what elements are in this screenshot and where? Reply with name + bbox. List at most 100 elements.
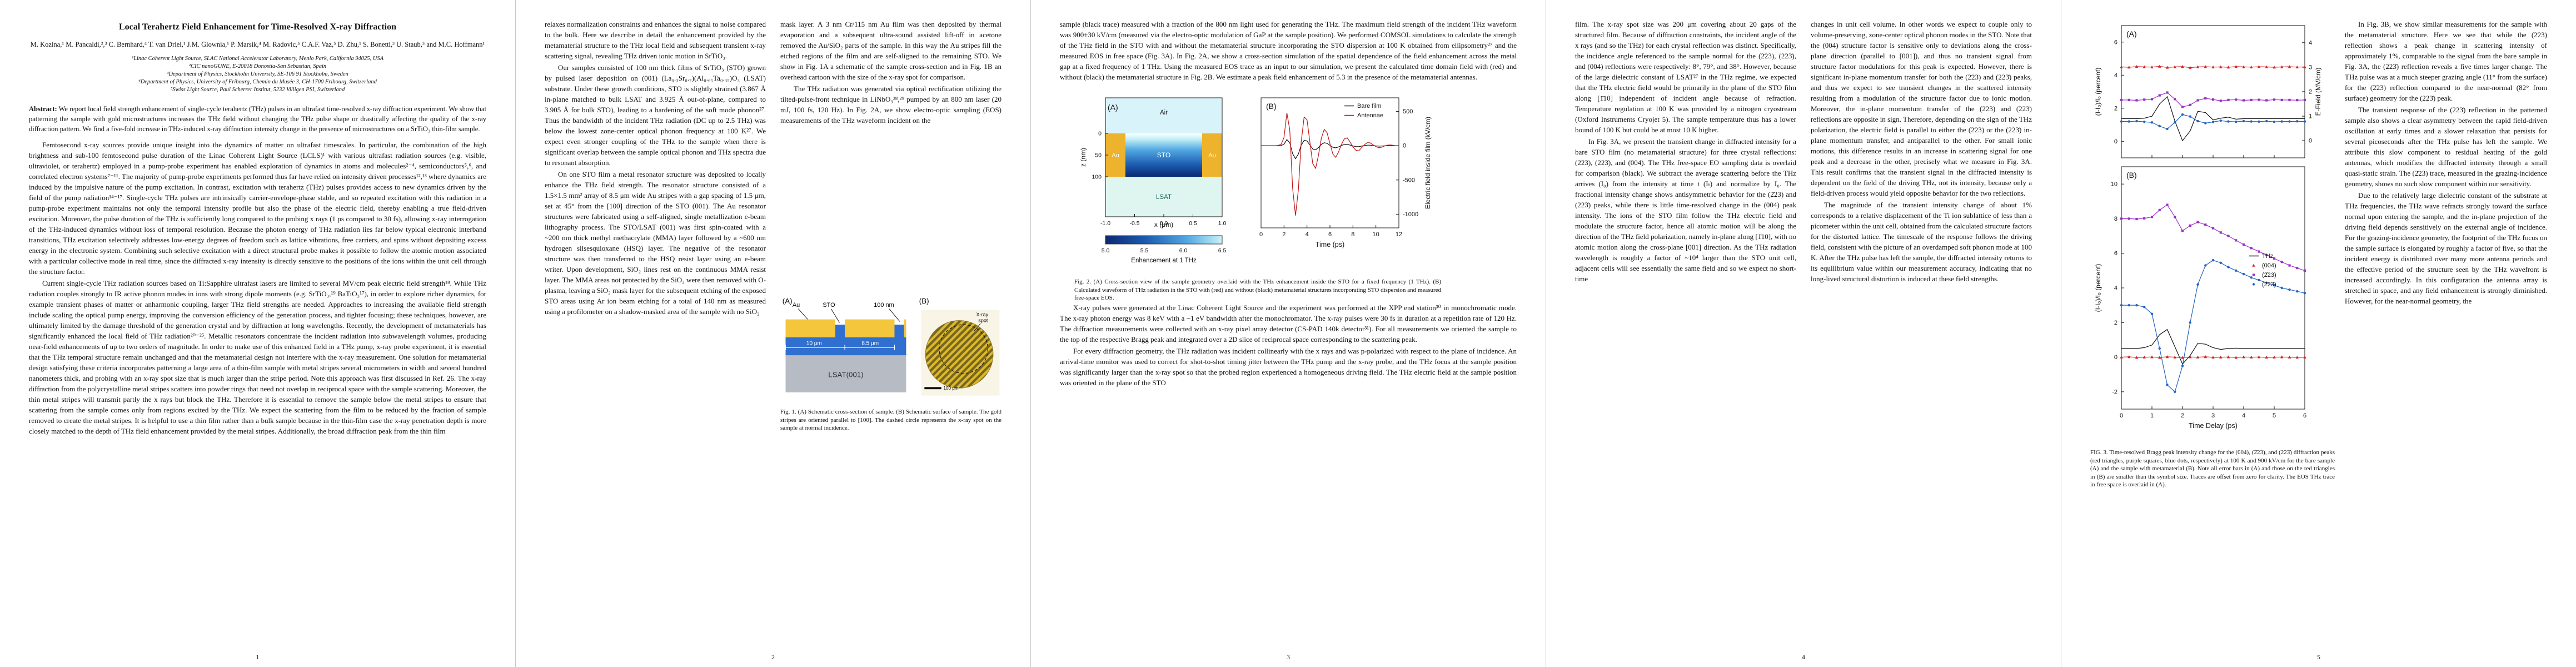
au-arrow — [798, 308, 808, 320]
data-point — [2127, 66, 2131, 69]
data-point — [2189, 224, 2191, 227]
data-point — [2166, 384, 2169, 386]
paragraph: X-ray pulses were generated at the Linac… — [1060, 303, 1517, 344]
lsat-label: LSAT — [1156, 194, 1172, 201]
x-tick-label: 0.0 — [1160, 220, 1168, 227]
figure-2: (A) Air Au Au STO LSAT 0 50 100 z (nm) -1.0 -0.5 0.0… — [1074, 90, 1517, 273]
y-tick-right-label: -1000 — [1403, 211, 1418, 218]
figure3-caption: FIG. 3. Time-resolved Bragg peak intensi… — [2090, 449, 2335, 488]
x-tick-label: 2 — [1282, 231, 1285, 238]
data-point — [2189, 355, 2192, 359]
y-tick-right-label: 500 — [1403, 108, 1413, 115]
colorbar-tick-label: 5.5 — [1140, 247, 1149, 254]
affiliation: ²CIC nanoGUNE, E-20018 Donostia-San Seba… — [188, 63, 327, 69]
data-point — [2150, 98, 2154, 101]
figure-3: 0 2 4 6 0 1 2 3 4 (I-I₀)/I₀ (percent) E-Field (MV/… — [2090, 19, 2335, 489]
page-number: 1 — [256, 653, 260, 661]
x-tick-label: 4 — [2242, 412, 2245, 419]
data-point — [2258, 250, 2260, 253]
data-point — [2303, 355, 2306, 359]
data-point — [2196, 120, 2199, 123]
data-point — [2196, 99, 2199, 102]
series-line — [2121, 96, 2305, 142]
y-tick-label: 100 — [1092, 174, 1102, 181]
data-point — [2158, 64, 2161, 68]
data-point — [2235, 120, 2238, 123]
data-point — [2242, 272, 2245, 276]
data-point — [2150, 312, 2154, 315]
panel-a-label: (A) — [783, 297, 793, 305]
data-point — [2252, 273, 2255, 276]
data-point — [2120, 98, 2123, 101]
data-point — [2181, 356, 2184, 359]
data-point — [2150, 121, 2154, 124]
data-point — [2227, 120, 2230, 123]
data-point — [2143, 98, 2146, 101]
data-point — [2174, 216, 2176, 218]
affiliation: ³Department of Physics, Stockholm Univer… — [167, 71, 348, 77]
y-tick-right-label: 0 — [2309, 138, 2312, 145]
paragraph: On one STO film a metal resonator struct… — [545, 170, 766, 316]
panel-label: (B) — [1266, 102, 1277, 111]
data-point — [2181, 113, 2184, 116]
data-point — [2150, 65, 2154, 68]
data-point — [2189, 66, 2192, 69]
data-point — [2127, 120, 2130, 123]
y-tick-label: 0 — [2114, 138, 2117, 145]
data-point — [2280, 261, 2283, 263]
data-point — [2181, 106, 2184, 108]
y-tick-label: 10 — [2111, 181, 2117, 188]
y-tick-label: 6 — [2114, 250, 2117, 257]
y-tick-right-label: -500 — [1403, 177, 1415, 183]
data-point — [2273, 257, 2276, 260]
data-point — [2219, 261, 2222, 265]
data-point — [2227, 235, 2230, 237]
data-point — [2120, 217, 2123, 220]
data-point — [2242, 120, 2245, 123]
data-point — [2265, 65, 2268, 68]
data-point — [2120, 65, 2123, 68]
paragraph: Current single-cycle THz radiation sourc… — [29, 279, 486, 435]
y-tick-right-label: 3 — [2309, 64, 2312, 71]
data-point — [2242, 243, 2245, 246]
y-tick-label: 2 — [2114, 320, 2117, 326]
y-tick-label: 4 — [2114, 285, 2117, 292]
data-point — [2204, 97, 2207, 99]
affiliation: ¹Linac Coherent Light Source, SLAC Natio… — [131, 56, 384, 62]
data-point — [2235, 239, 2238, 242]
xray-spot-label: spot — [978, 317, 988, 323]
data-point — [2250, 98, 2253, 101]
data-point — [2135, 99, 2138, 102]
data-point — [2242, 99, 2245, 102]
data-point — [2288, 65, 2291, 68]
data-point — [2280, 355, 2284, 359]
data-point — [2219, 119, 2222, 122]
data-point — [2158, 208, 2161, 211]
affiliation: ⁵Swiss Light Source, Paul Scherrer Insti… — [170, 87, 345, 93]
author-list: M. Kozina,¹ M. Pancaldi,²,³ C. Bernhard,… — [30, 41, 485, 48]
paragraph: mask layer. A 3 nm Cr/115 nm Au film was… — [780, 20, 1001, 81]
data-point — [2219, 231, 2222, 234]
data-point — [2181, 364, 2184, 367]
y-axis-label: (I-I₀)/I₀ (percent) — [2094, 68, 2102, 116]
paragraph: The transient response of the (223̄) ref… — [2345, 106, 2547, 188]
page-number: 5 — [2317, 653, 2320, 661]
data-point — [2227, 98, 2230, 101]
series-line — [1261, 139, 1399, 160]
data-point — [2295, 355, 2299, 359]
data-point — [2273, 120, 2276, 123]
data-point — [2181, 230, 2184, 232]
y-tick-label: 4 — [2114, 72, 2117, 79]
abstract-text: We report local field strength enhanceme… — [29, 105, 486, 133]
panel-b-label: (B) — [919, 297, 929, 305]
lsat-region — [1105, 177, 1222, 217]
data-point — [2280, 98, 2283, 101]
colorbar-tick-label: 6.5 — [1218, 247, 1227, 254]
legend-label: Bare film — [1357, 103, 1381, 109]
au-label: Au — [1112, 152, 1119, 159]
sto-label: STO — [1157, 151, 1170, 159]
x-tick-label: 5 — [2273, 412, 2276, 419]
data-point — [2204, 264, 2207, 267]
abstract: Abstract: We report local field strength… — [29, 104, 486, 134]
data-point — [2219, 99, 2222, 102]
